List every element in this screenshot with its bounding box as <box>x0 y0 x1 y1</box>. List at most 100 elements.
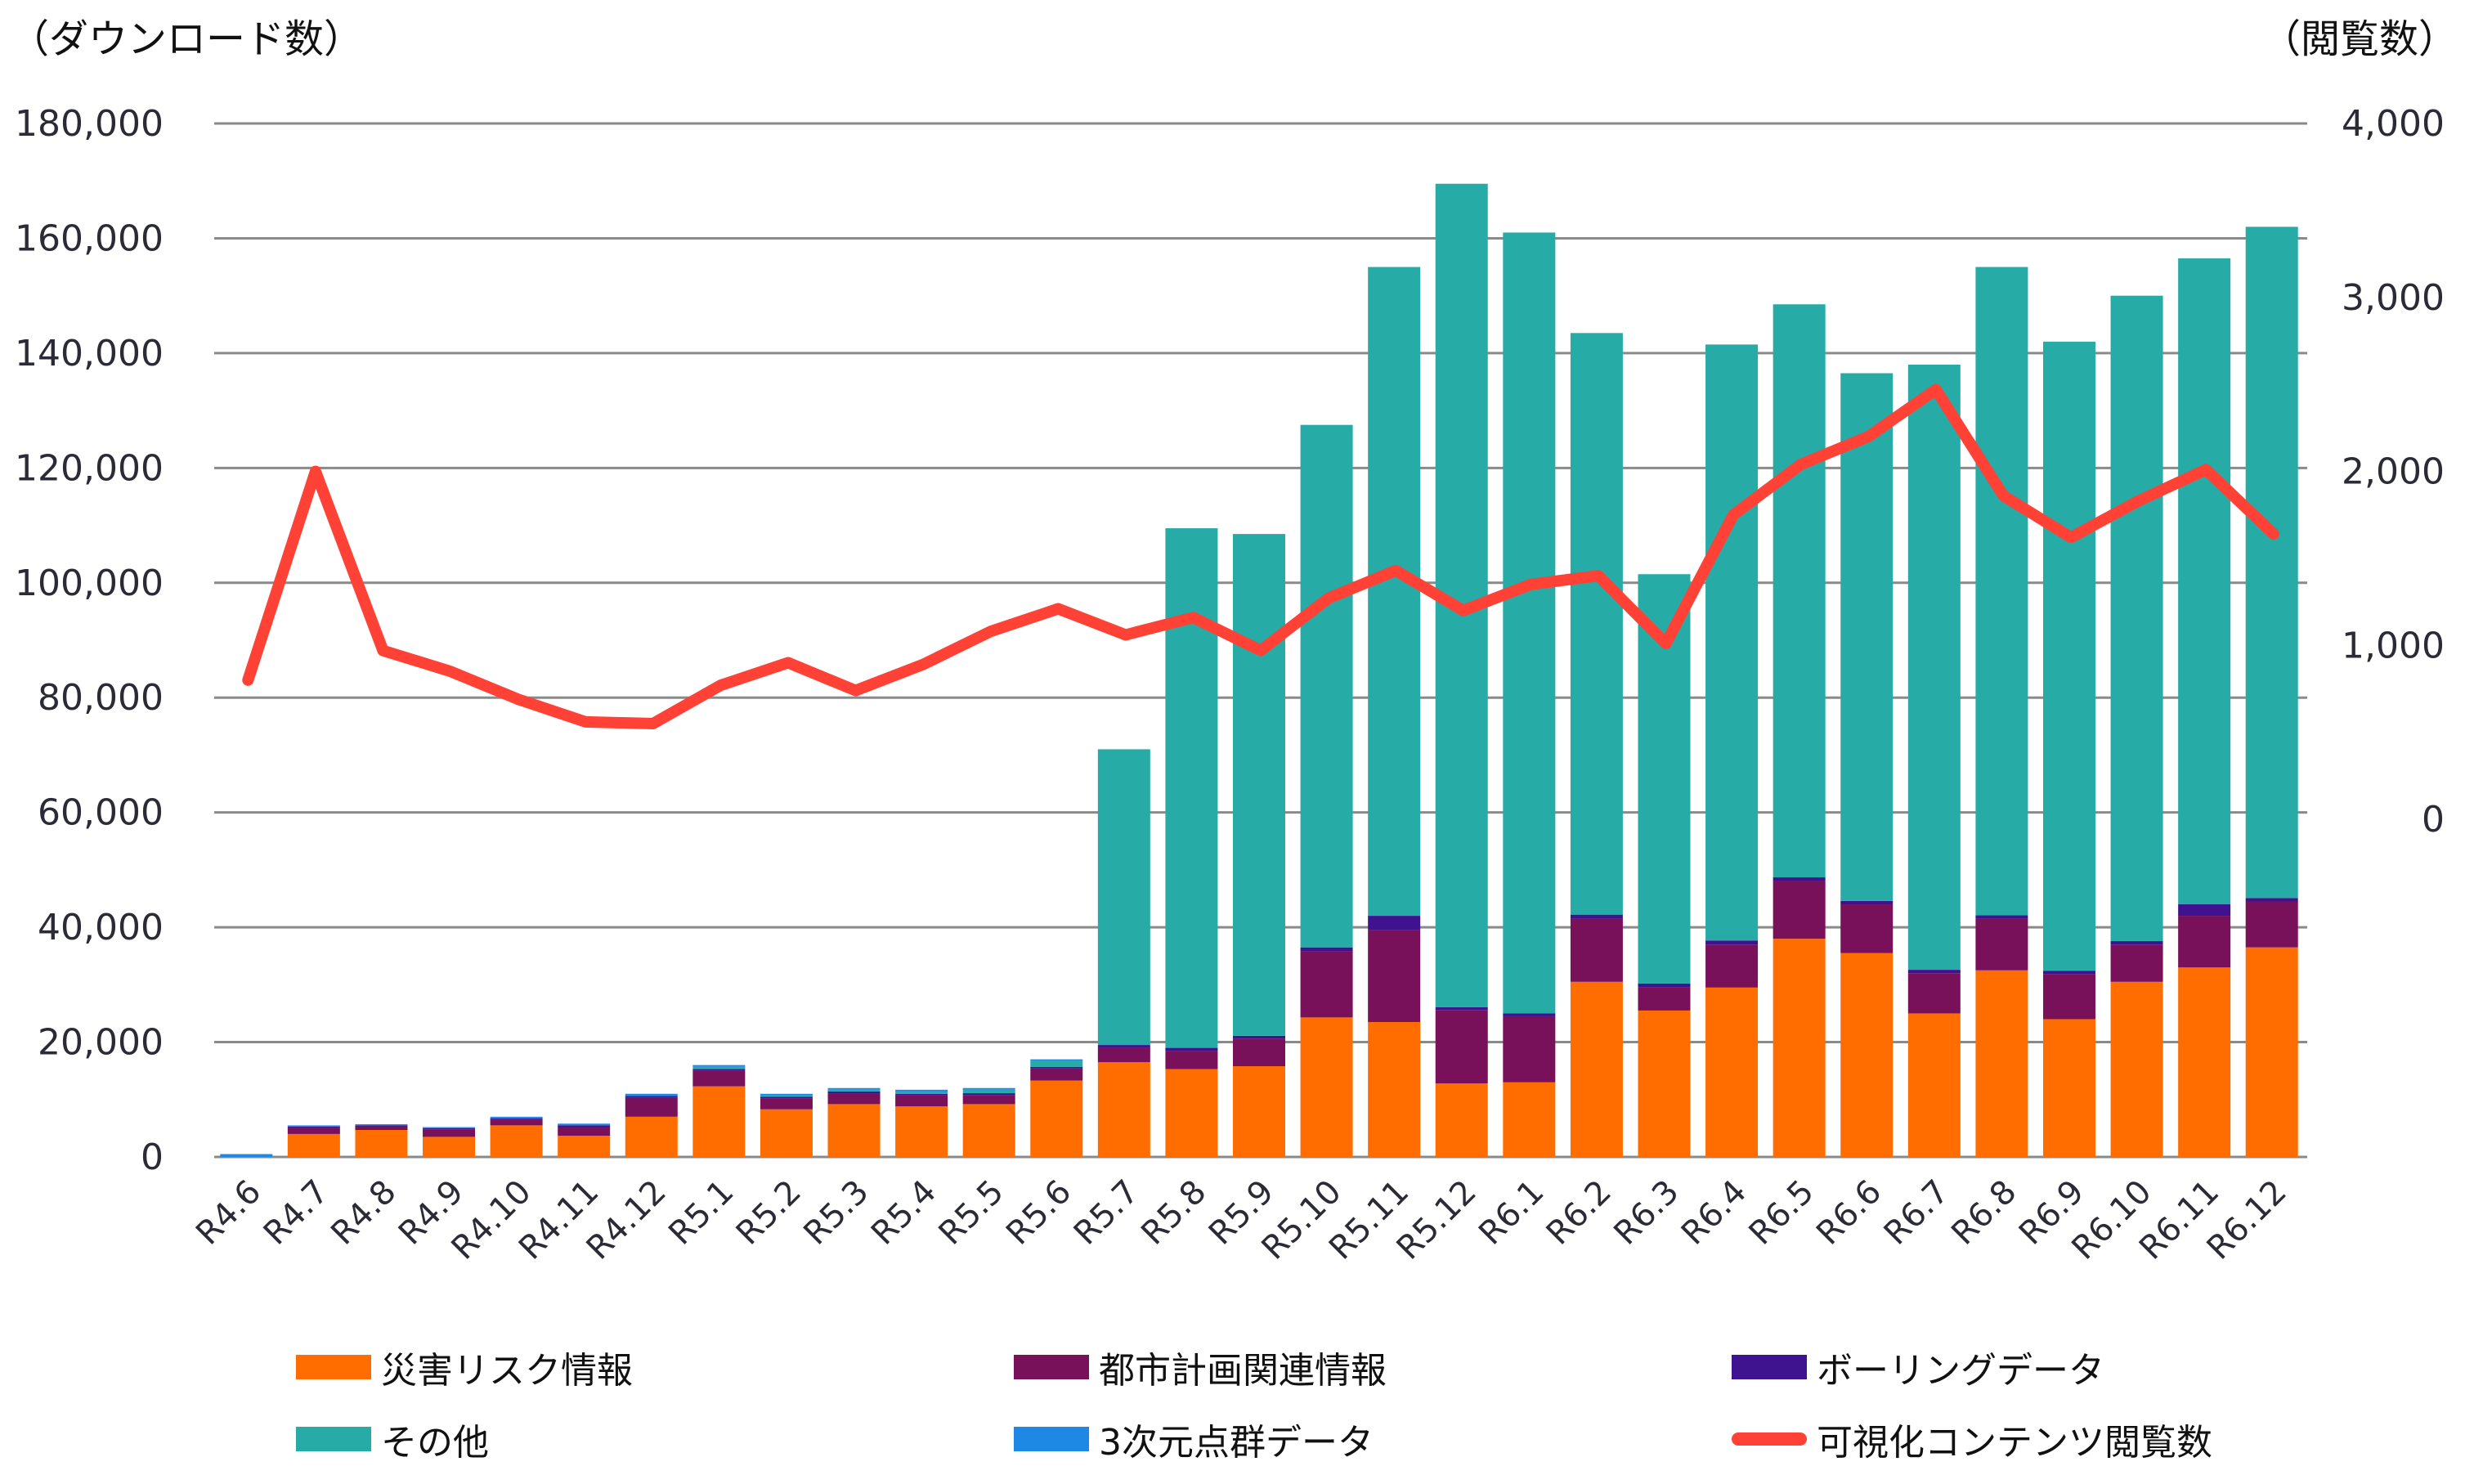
bar-segment <box>287 1128 340 1134</box>
x-tick-label: R5.7 <box>1067 1173 1146 1253</box>
line-series <box>242 383 2279 729</box>
legend-swatch-icon <box>1732 1355 1807 1379</box>
bar-segment <box>1570 333 1623 915</box>
bar-segment <box>2178 967 2231 1157</box>
bar-segment <box>1705 940 1759 945</box>
right-tick-label: 3,000 <box>2342 277 2445 319</box>
bar-segment <box>1975 970 2028 1157</box>
bar-segment <box>423 1137 476 1157</box>
bar-segment <box>558 1127 611 1137</box>
bar-segment <box>1705 944 1759 988</box>
legend-label: ボーリングデータ <box>1817 1350 2104 1392</box>
x-tick-label: R5.6 <box>999 1173 1078 1253</box>
bar-segment <box>355 1126 408 1130</box>
bar-segment <box>1975 267 2028 916</box>
bar-segment <box>1435 1007 1488 1011</box>
bar-segment <box>1705 344 1759 941</box>
bar-segment <box>962 1093 1015 1096</box>
bar-segment <box>1840 904 1894 953</box>
bar-segment <box>1300 951 1353 1018</box>
x-tick-label: R6.1 <box>1472 1173 1551 1253</box>
bar-segment <box>1300 1017 1353 1157</box>
bar-segment <box>1773 939 1826 1157</box>
bar-segment <box>1165 1047 1218 1051</box>
chart-plot: 0 20,000 40,000 60,000 80,000 100,000 120,000 1… <box>15 103 2445 1267</box>
legend-swatch-icon <box>296 1355 371 1379</box>
bar-segment <box>1097 749 1150 1046</box>
bar-segment <box>490 1116 543 1119</box>
x-tick-label: R6.3 <box>1607 1173 1686 1253</box>
bar-segment <box>1368 267 1421 917</box>
bar-segment <box>1233 1035 1285 1039</box>
left-axis-ticks: 0 20,000 40,000 60,000 80,000 100,000 120,000 1… <box>15 103 164 1178</box>
bar-segment <box>1570 981 1623 1157</box>
bar-segment <box>1570 914 1623 919</box>
bar-segment <box>895 1095 948 1107</box>
bar-segment <box>2245 898 2298 902</box>
legend-label: 3次元点群データ <box>1099 1422 1374 1464</box>
bar-segment <box>2042 341 2095 971</box>
left-tick-label: 160,000 <box>15 217 164 259</box>
bar-segment <box>1300 424 1353 948</box>
x-tick-label: R5.8 <box>1134 1173 1213 1253</box>
bar-segment <box>355 1123 408 1126</box>
bar-segment <box>558 1125 611 1128</box>
bar-segment <box>287 1125 340 1127</box>
x-tick-label: R5.4 <box>864 1173 943 1253</box>
legend-swatch-icon <box>296 1427 371 1451</box>
bar-segment <box>1300 947 1353 952</box>
legend-swatch-icon <box>1014 1355 1089 1379</box>
bar-segment <box>1165 528 1218 1048</box>
left-axis-title: （ダウンロード数） <box>10 16 364 62</box>
right-axis-title: （閲覧数） <box>2261 16 2458 62</box>
bar-segment <box>895 1106 948 1157</box>
bar-segment <box>625 1097 678 1117</box>
bar-segment <box>1030 1060 1083 1067</box>
bar-segment <box>692 1065 746 1067</box>
bar-segment <box>1773 304 1826 878</box>
bar-segment <box>827 1091 881 1094</box>
bar-segment <box>625 1116 678 1157</box>
bar-segment <box>423 1127 476 1128</box>
bar-segment <box>2245 226 2298 899</box>
bar-segment <box>692 1066 746 1069</box>
bar-segment <box>760 1098 813 1110</box>
bar-segment <box>827 1087 881 1090</box>
left-tick-label: 140,000 <box>15 333 164 374</box>
left-tick-label: 120,000 <box>15 447 164 489</box>
legend-item: 3次元点群データ <box>1014 1413 1374 1465</box>
bar-segment <box>1030 1066 1083 1069</box>
bar-segment <box>2178 904 2231 917</box>
x-tick-label: R5.2 <box>729 1173 809 1253</box>
bar-segment <box>1435 1010 1488 1084</box>
legend-label: その他 <box>381 1422 489 1464</box>
bar-segment <box>355 1125 408 1127</box>
left-tick-label: 0 <box>141 1137 164 1178</box>
bar-segment <box>1705 987 1759 1157</box>
bar-segment <box>1233 1038 1285 1067</box>
bar-segment <box>1233 534 1285 1036</box>
bar-segment <box>287 1126 340 1128</box>
bar-segment <box>827 1093 881 1105</box>
bar-segment <box>827 1104 881 1157</box>
bar-segment <box>1097 1045 1150 1048</box>
bar-segment <box>1907 973 1961 1014</box>
bar-segment <box>220 1154 273 1157</box>
bar-segment <box>2110 940 2163 945</box>
bar-segment <box>1907 1013 1961 1157</box>
bar-segment <box>962 1095 1015 1105</box>
bar-segment <box>355 1129 408 1157</box>
legend-item: その他 <box>296 1413 489 1465</box>
bar-segment <box>1368 916 1421 930</box>
bar-segment <box>1570 918 1623 982</box>
bar-segment <box>1773 881 1826 939</box>
bar-segment <box>827 1089 881 1092</box>
bar-segment <box>625 1093 678 1096</box>
bar-segment <box>1435 1083 1488 1157</box>
bar-segment <box>962 1087 1015 1090</box>
bar-segment <box>1503 1082 1556 1157</box>
legend-label: 可視化コンテンツ閲覧数 <box>1817 1422 2212 1464</box>
x-tick-label: R4.7 <box>257 1173 336 1253</box>
bar-segment <box>1097 1047 1150 1063</box>
x-tick-label: R4.6 <box>189 1173 268 1253</box>
